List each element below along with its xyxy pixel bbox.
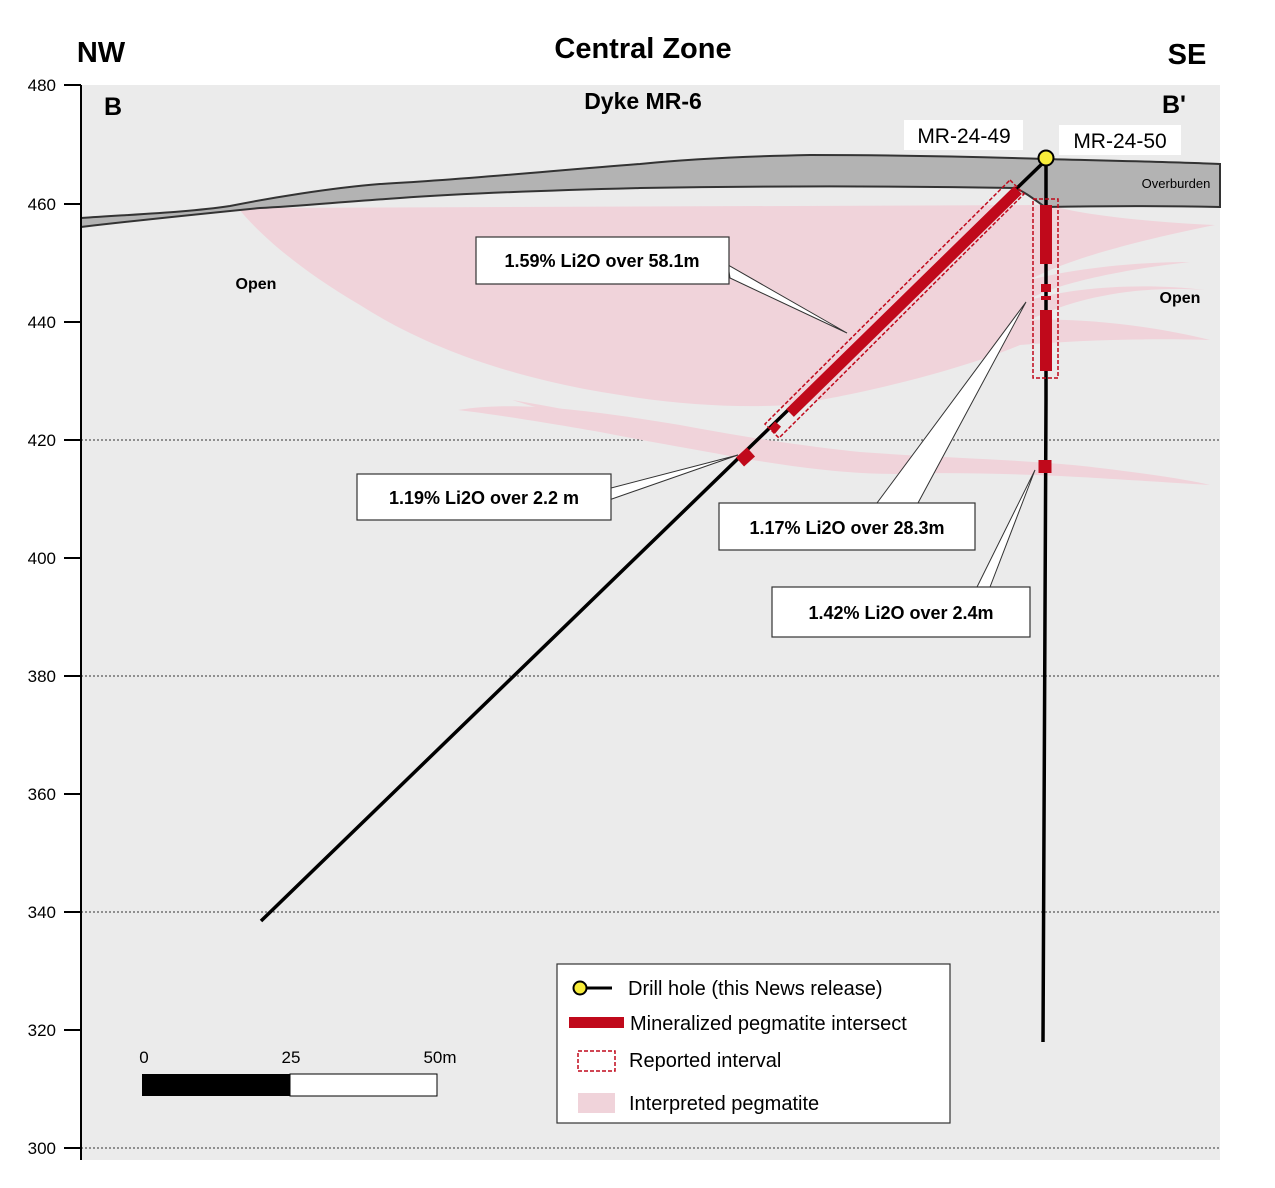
- callout-text: 1.17% Li2O over 28.3m: [749, 518, 944, 538]
- callout-box: 1.42% Li2O over 2.4m: [771, 586, 1031, 638]
- y-tick-label: 340: [28, 903, 56, 922]
- legend-collar-icon: [572, 980, 588, 996]
- y-tick-label: 440: [28, 313, 56, 332]
- legend-mineralized-label: Mineralized pegmatite intersect: [630, 1013, 907, 1035]
- callout-text: 1.19% Li2O over 2.2 m: [389, 488, 579, 508]
- scale-label-25: 25: [282, 1048, 301, 1067]
- compass-nw-label: NW: [77, 37, 126, 69]
- y-tick-label: 400: [28, 549, 56, 568]
- callout-text: 1.42% Li2O over 2.4m: [808, 603, 993, 623]
- reported-interval-box: [1032, 198, 1059, 379]
- compass-se-label: SE: [1168, 39, 1207, 71]
- open-label-left: Open: [236, 276, 277, 293]
- y-tick-label: 420: [28, 431, 56, 450]
- legend-drill-hole-label: Drill hole (this News release): [628, 978, 883, 1000]
- mineralized-intersect: [786, 186, 1022, 417]
- hole-label-mr-24-49: MR-24-49: [917, 125, 1010, 148]
- mineralized-intersect: [735, 447, 756, 467]
- y-tick-label: 460: [28, 195, 56, 214]
- y-tick-label: 380: [28, 667, 56, 686]
- hole-label-box: [1059, 125, 1181, 155]
- legend-interpreted-label: Interpreted pegmatite: [629, 1093, 819, 1115]
- section-start-label: B: [104, 93, 122, 121]
- scale-label-0: 0: [139, 1048, 148, 1067]
- reported-interval-box: [763, 178, 1026, 440]
- scale-label-50: 50m: [423, 1048, 456, 1067]
- legend: Drill hole (this News release) Mineraliz…: [556, 963, 951, 1124]
- open-label-right: Open: [1160, 290, 1201, 307]
- overburden-layer: [80, 153, 1221, 229]
- legend-reported-swatch: [577, 1050, 616, 1072]
- legend-reported-label: Reported interval: [629, 1050, 781, 1072]
- scale-bar: 0 25 50m: [139, 1048, 457, 1097]
- legend-mineralized-swatch: [569, 1017, 624, 1028]
- mineralized-intersect: [768, 421, 782, 434]
- callout-text: 1.59% Li2O over 58.1m: [504, 251, 699, 271]
- section-end-label: B': [1162, 91, 1186, 119]
- drill-collar-icon: [1037, 149, 1055, 167]
- callout-box: 1.19% Li2O over 2.2 m: [356, 473, 612, 521]
- y-tick-label: 300: [28, 1139, 56, 1158]
- dyke-label: Dyke MR-6: [584, 88, 702, 114]
- y-tick-label: 320: [28, 1021, 56, 1040]
- hole-label-mr-24-50: MR-24-50: [1073, 130, 1166, 153]
- y-tick-label: 480: [28, 76, 56, 95]
- callout-box: 1.17% Li2O over 28.3m: [718, 502, 976, 551]
- hole-label-box: [904, 120, 1023, 150]
- callout-box: 1.59% Li2O over 58.1m: [475, 236, 730, 285]
- figure-title: Central Zone: [554, 33, 731, 65]
- y-axis: 480 460 440 420 400 380 360 340 320 300: [28, 76, 82, 1160]
- legend-interpreted-swatch: [578, 1093, 615, 1113]
- overburden-label: Overburden: [1142, 176, 1211, 191]
- y-tick-label: 360: [28, 785, 56, 804]
